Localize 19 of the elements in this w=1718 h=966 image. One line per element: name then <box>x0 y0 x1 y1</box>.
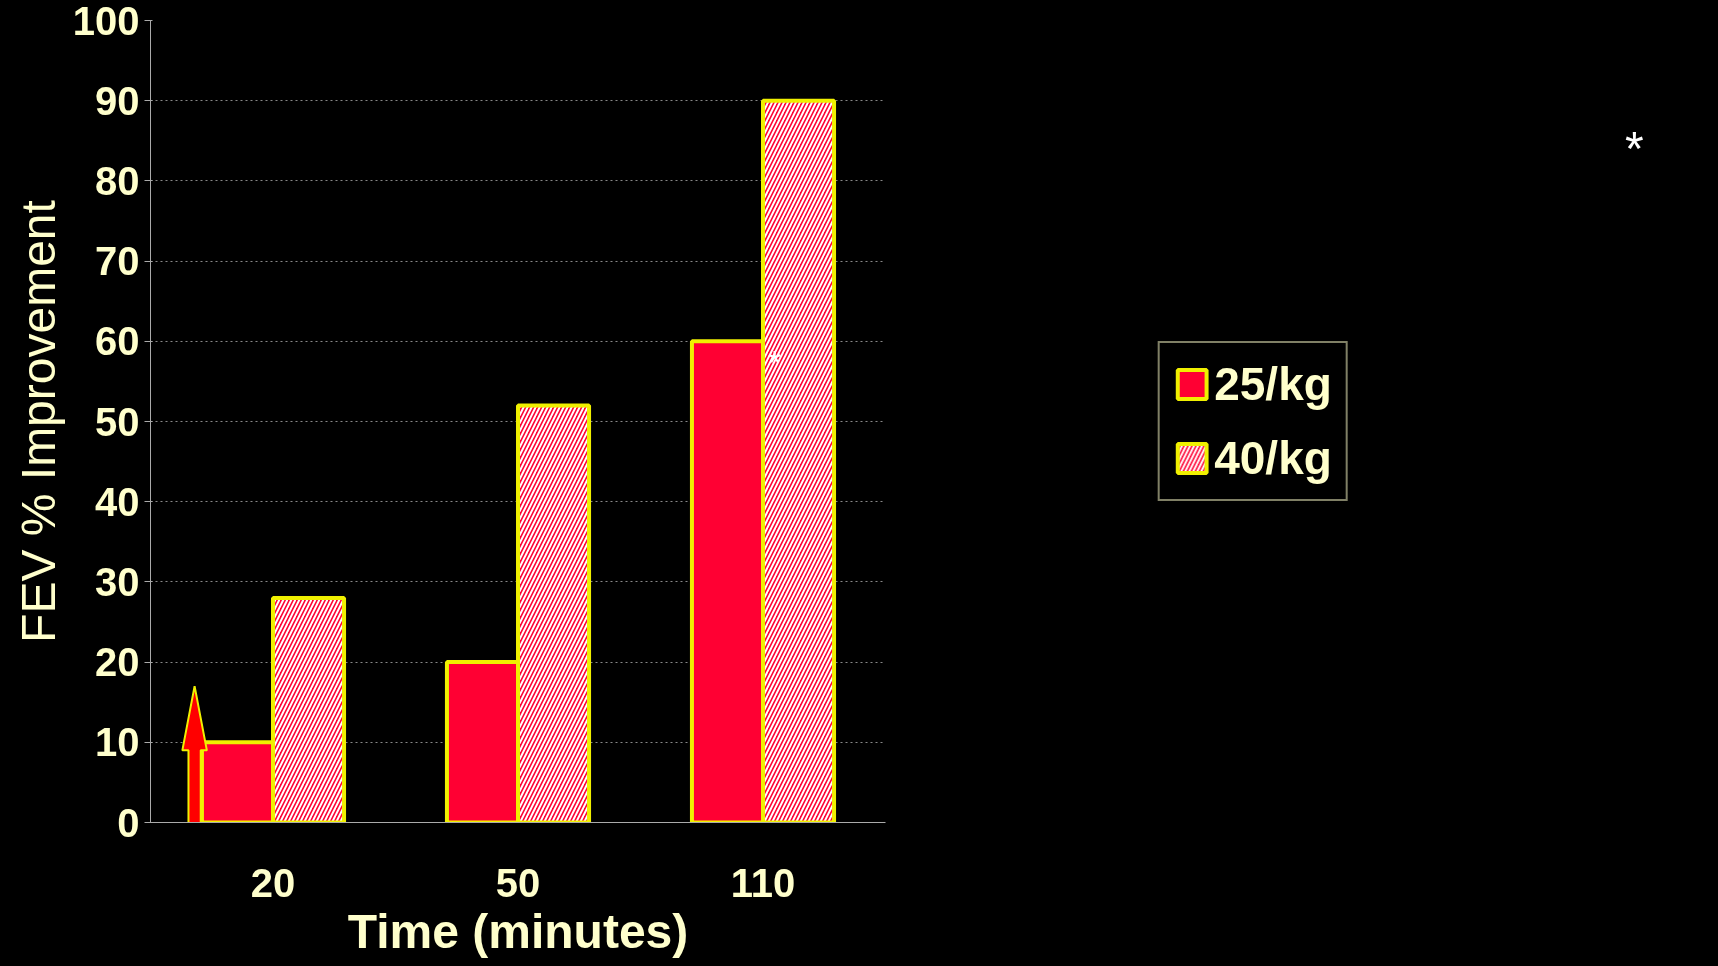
y-tick-label: 60 <box>95 319 140 364</box>
x-tick-label: 50 <box>495 860 541 905</box>
x-tick-label: 110 <box>730 860 796 905</box>
y-tick-label: 70 <box>95 239 140 284</box>
y-tick-label: 40 <box>95 479 140 524</box>
y-tick-label: 80 <box>95 158 140 203</box>
y-tick-label: 0 <box>117 800 140 845</box>
y-tick-label: 90 <box>95 78 140 123</box>
y-axis-title: FEV % Improvement <box>11 200 65 643</box>
y-tick-label: 50 <box>95 399 140 444</box>
y-tick-label: 20 <box>95 640 140 685</box>
x-axis-title: Time (minutes) <box>347 904 689 958</box>
y-tick-label: 30 <box>95 559 140 604</box>
legend-label: 40/kg <box>1214 431 1332 485</box>
y-tick-label: 100 <box>72 0 140 43</box>
x-tick-label: 20 <box>250 860 296 905</box>
y-tick-label: 10 <box>95 720 140 765</box>
text: * <box>1625 121 1644 177</box>
legend-label: 25/kg <box>1214 357 1332 411</box>
